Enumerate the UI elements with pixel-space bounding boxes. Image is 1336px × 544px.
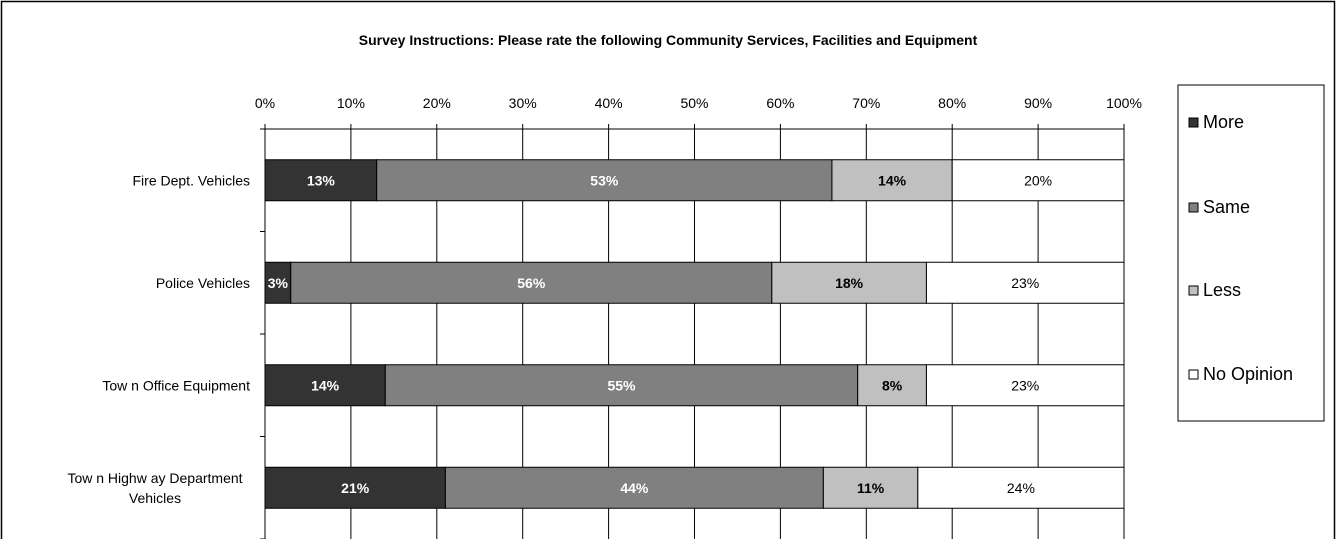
legend-swatch-no-opinion bbox=[1188, 369, 1199, 380]
x-tick-label-60: 60% bbox=[766, 95, 794, 111]
bar-less-3 bbox=[822, 466, 919, 509]
data-label-more-1: 3% bbox=[268, 275, 289, 291]
data-label-same-1: 56% bbox=[517, 275, 546, 291]
legend: More Same Less No Opinion bbox=[1177, 84, 1325, 422]
legend-swatch-less bbox=[1188, 285, 1199, 296]
data-label-less-1: 18% bbox=[835, 275, 864, 291]
y-category-label-1: Police Vehicles bbox=[156, 275, 250, 291]
data-label-no-opinion-3: 24% bbox=[1007, 480, 1035, 496]
bar-same-3 bbox=[444, 466, 824, 509]
data-label-same-3: 44% bbox=[620, 480, 649, 496]
bar-more-3 bbox=[264, 466, 446, 509]
legend-swatch-more bbox=[1188, 117, 1199, 128]
y-category-label-3-line-0: Tow n Highw ay Department bbox=[67, 470, 242, 486]
x-tick-label-80: 80% bbox=[938, 95, 966, 111]
legend-label-less: Less bbox=[1203, 280, 1241, 300]
bar-more-2 bbox=[264, 364, 386, 407]
x-tick-label-0: 0% bbox=[255, 95, 275, 111]
data-label-less-0: 14% bbox=[878, 172, 907, 188]
bar-same-1 bbox=[290, 261, 773, 304]
data-label-less-2: 8% bbox=[882, 377, 903, 393]
x-tick-label-50: 50% bbox=[680, 95, 708, 111]
x-tick-label-20: 20% bbox=[423, 95, 451, 111]
x-tick-label-70: 70% bbox=[852, 95, 880, 111]
bar-same-0 bbox=[376, 159, 833, 202]
data-label-no-opinion-0: 20% bbox=[1024, 172, 1052, 188]
legend-label-more: More bbox=[1203, 112, 1244, 132]
bars: 13% 53% 14% 20% 3% 56% 18% 23% 14% 55% 8% 23% 21% 44%… bbox=[264, 159, 1125, 509]
data-label-no-opinion-2: 23% bbox=[1011, 377, 1039, 393]
y-category-label-0: Fire Dept. Vehicles bbox=[133, 172, 251, 188]
data-label-same-2: 55% bbox=[607, 377, 636, 393]
y-category-label-3-line-1: Vehicles bbox=[129, 490, 181, 506]
legend-swatch-same bbox=[1188, 202, 1199, 213]
bar-less-2 bbox=[857, 364, 927, 407]
bar-same-2 bbox=[384, 364, 859, 407]
data-label-same-0: 53% bbox=[590, 172, 619, 188]
data-label-more-2: 14% bbox=[311, 377, 340, 393]
axes: 0% 10% 20% 30% 40% 50% 60% 70% 80% 90% 100% Fire De… bbox=[67, 95, 1142, 540]
legend-label-same: Same bbox=[1203, 197, 1250, 217]
bar-no-opinion-3 bbox=[917, 466, 1125, 509]
bar-no-opinion-0 bbox=[951, 159, 1125, 202]
data-label-more-0: 13% bbox=[307, 172, 336, 188]
x-tick-label-40: 40% bbox=[595, 95, 623, 111]
data-label-more-3: 21% bbox=[341, 480, 370, 496]
chart-title: Survey Instructions: Please rate the fol… bbox=[359, 32, 978, 48]
bar-less-0 bbox=[831, 159, 953, 202]
bar-no-opinion-2 bbox=[925, 364, 1125, 407]
bar-no-opinion-1 bbox=[925, 261, 1125, 304]
x-tick-label-10: 10% bbox=[337, 95, 365, 111]
legend-label-no-opinion: No Opinion bbox=[1203, 364, 1293, 384]
x-tick-label-30: 30% bbox=[509, 95, 537, 111]
legend-box bbox=[1177, 84, 1325, 422]
y-category-label-2: Tow n Office Equipment bbox=[102, 377, 250, 393]
x-tick-label-90: 90% bbox=[1024, 95, 1052, 111]
x-tick-label-100: 100% bbox=[1106, 95, 1142, 111]
data-label-no-opinion-1: 23% bbox=[1011, 275, 1039, 291]
data-label-less-3: 11% bbox=[857, 480, 885, 496]
bar-less-1 bbox=[771, 261, 927, 304]
